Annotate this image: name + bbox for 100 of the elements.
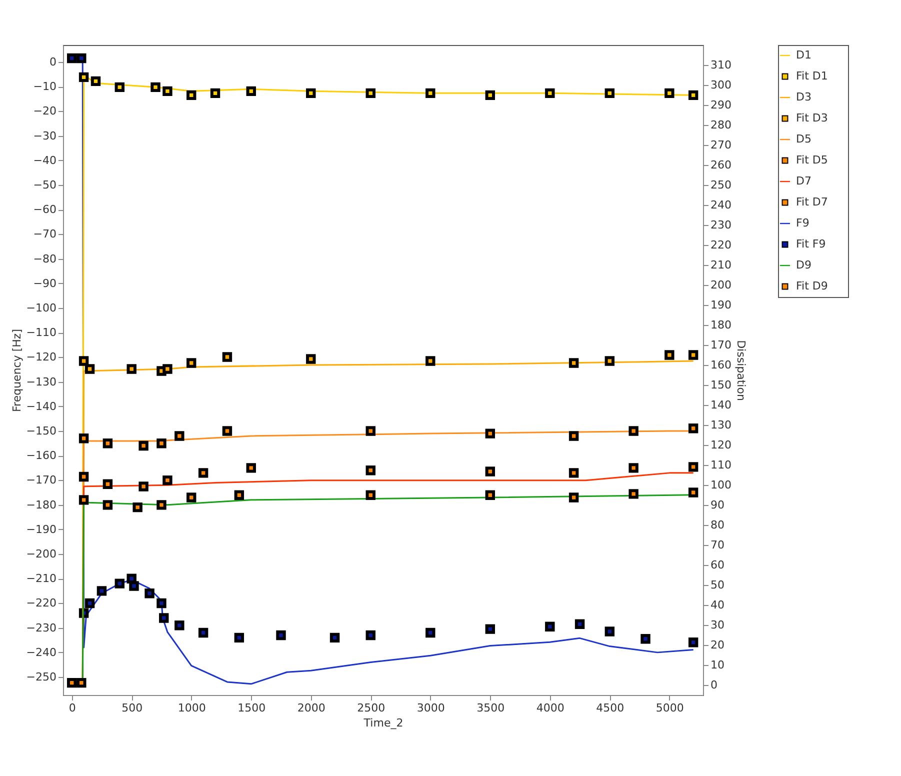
legend-label: Fit D1 — [796, 70, 828, 82]
y2-tick-label: 300 — [710, 78, 732, 92]
y-tick-label: −110 — [26, 326, 56, 340]
y-tick-label: −70 — [33, 228, 56, 241]
y-axis-title: Frequency [Hz] — [10, 329, 24, 412]
legend-label: Fit F9 — [796, 238, 826, 250]
y-tick-label: −240 — [26, 646, 56, 659]
legend-label: Fit D3 — [796, 112, 828, 124]
legend-label: F9 — [796, 216, 810, 230]
point — [664, 88, 674, 98]
point — [485, 466, 495, 476]
y-tick-label: −230 — [26, 621, 56, 634]
point — [426, 356, 436, 366]
point — [426, 628, 436, 638]
point — [84, 598, 95, 608]
y2-tick-label: 50 — [710, 578, 724, 592]
point — [174, 620, 184, 630]
y2-tick-label: 310 — [710, 58, 732, 72]
point — [162, 475, 172, 486]
point — [568, 358, 579, 368]
y-tick-label: −130 — [26, 375, 56, 388]
y2-tick-label: 250 — [710, 178, 732, 192]
point — [66, 678, 77, 688]
point — [688, 424, 698, 434]
y2-tick-label: 100 — [710, 478, 732, 492]
point — [84, 364, 95, 374]
x-tick-label: 3500 — [476, 702, 505, 714]
point — [96, 586, 107, 596]
legend-label: D7 — [796, 174, 812, 188]
x-axis-title: Time_2 — [362, 716, 404, 730]
y-tick-label: −200 — [26, 548, 56, 561]
y2-tick-label: 30 — [710, 618, 724, 632]
x-tick-label: 500 — [122, 702, 143, 714]
y-tick-label: −100 — [26, 302, 56, 314]
legend-label: D9 — [796, 258, 812, 272]
point — [330, 632, 340, 643]
point — [688, 90, 698, 100]
y2-tick-label: 130 — [710, 418, 732, 432]
point — [102, 479, 113, 489]
point — [159, 613, 169, 623]
point — [114, 578, 125, 588]
x-tick-label: 1000 — [178, 702, 206, 714]
point — [485, 428, 495, 438]
point — [366, 630, 376, 640]
point — [156, 500, 166, 510]
x-tick-label: 2500 — [357, 702, 386, 714]
point — [604, 356, 615, 366]
y2-tick-label: 180 — [710, 318, 732, 332]
y2-tick-label: 40 — [710, 598, 724, 612]
legend-label: D3 — [796, 90, 812, 104]
point — [628, 426, 638, 436]
y2-tick-label: 290 — [710, 98, 732, 112]
y2-tick-label: 280 — [710, 118, 732, 132]
point — [78, 72, 89, 82]
point — [545, 88, 555, 98]
point — [366, 465, 376, 476]
y2-tick-label: 240 — [710, 198, 732, 212]
point — [78, 434, 89, 444]
point — [306, 88, 316, 98]
point — [628, 463, 638, 473]
y2-tick-label: 230 — [710, 218, 732, 232]
legend-label: D1 — [796, 48, 812, 62]
y-tick-label: −90 — [33, 276, 56, 290]
y2-tick-label: 270 — [710, 138, 732, 152]
point — [90, 76, 101, 86]
point — [664, 350, 674, 360]
y2-tick-label: 60 — [710, 558, 724, 572]
y-tick-label: −190 — [26, 522, 56, 536]
point — [222, 426, 232, 436]
point — [174, 431, 184, 441]
point — [604, 626, 615, 636]
point — [186, 358, 196, 368]
point — [246, 463, 256, 473]
y-tick-label: −150 — [26, 424, 56, 438]
y2-tick-label: 150 — [710, 378, 732, 392]
y2-tick-label: 140 — [710, 398, 732, 412]
point — [162, 364, 172, 374]
y-tick-label: −170 — [26, 474, 56, 487]
y-tick-label: −250 — [26, 670, 56, 684]
y-tick-label: 0 — [50, 55, 56, 68]
point — [366, 490, 376, 500]
y2-tick-label: 200 — [710, 278, 732, 292]
y-tick-label: −80 — [33, 252, 56, 266]
point — [78, 356, 89, 366]
point — [426, 88, 436, 98]
point — [545, 622, 555, 632]
point — [150, 82, 160, 92]
y2-tick-label: 210 — [710, 258, 732, 272]
point — [574, 619, 585, 629]
point — [210, 88, 220, 98]
x-tick-label: 5000 — [656, 702, 684, 714]
legend-label: D5 — [796, 132, 812, 146]
point — [138, 440, 148, 451]
point — [306, 354, 316, 364]
point — [688, 462, 698, 472]
point — [688, 637, 698, 648]
legend-label: Fit D9 — [796, 280, 828, 292]
y-tick-label: −210 — [26, 572, 56, 586]
y2-tick-label: 0 — [710, 678, 718, 692]
point — [604, 88, 615, 98]
